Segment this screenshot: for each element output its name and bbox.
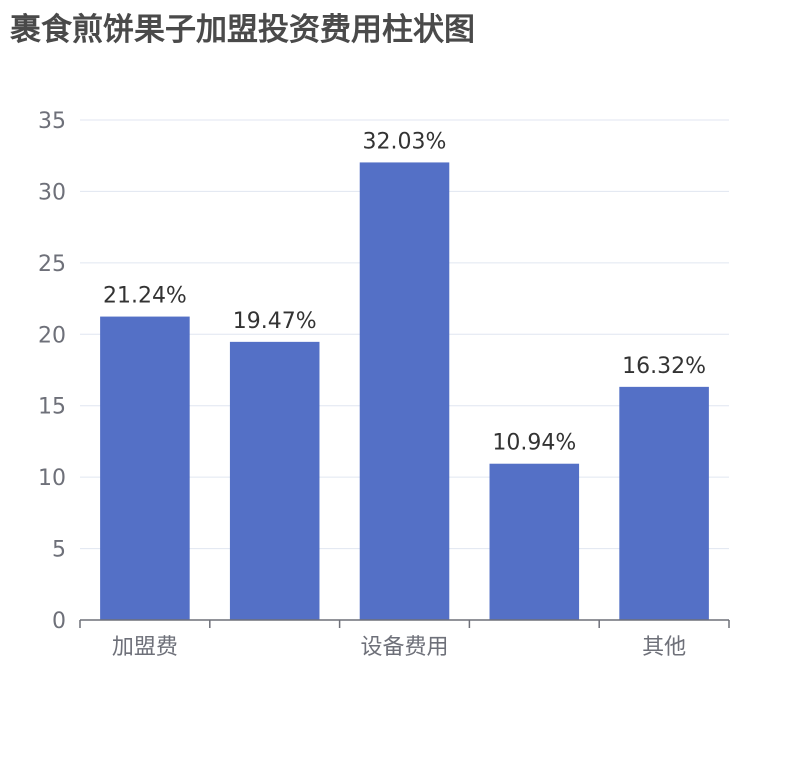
y-tick-label: 25 [38,252,66,277]
bar-data-label: 19.47% [233,309,317,334]
y-tick-label: 15 [38,395,66,420]
x-tick-label: 加盟费 [112,635,178,660]
bar-data-label: 16.32% [622,354,706,379]
bar-data-label: 21.24% [103,284,187,309]
y-tick-label: 0 [52,609,66,634]
bar [100,316,190,620]
y-tick-label: 5 [52,538,66,563]
bar-data-label: 32.03% [363,129,447,154]
y-tick-label: 30 [38,180,66,205]
bar [489,463,580,620]
bar [229,341,320,620]
bar [619,386,709,620]
y-tick-label: 35 [38,109,66,134]
bar [359,162,450,620]
y-tick-label: 20 [38,323,66,348]
x-tick-label: 设备费用 [360,635,448,660]
bar-data-label: 10.94% [492,431,576,456]
chart-title: 裹食煎饼果子加盟投资费用柱状图 [10,12,475,48]
x-tick-label: 其他 [642,635,686,660]
y-tick-label: 10 [38,466,66,491]
